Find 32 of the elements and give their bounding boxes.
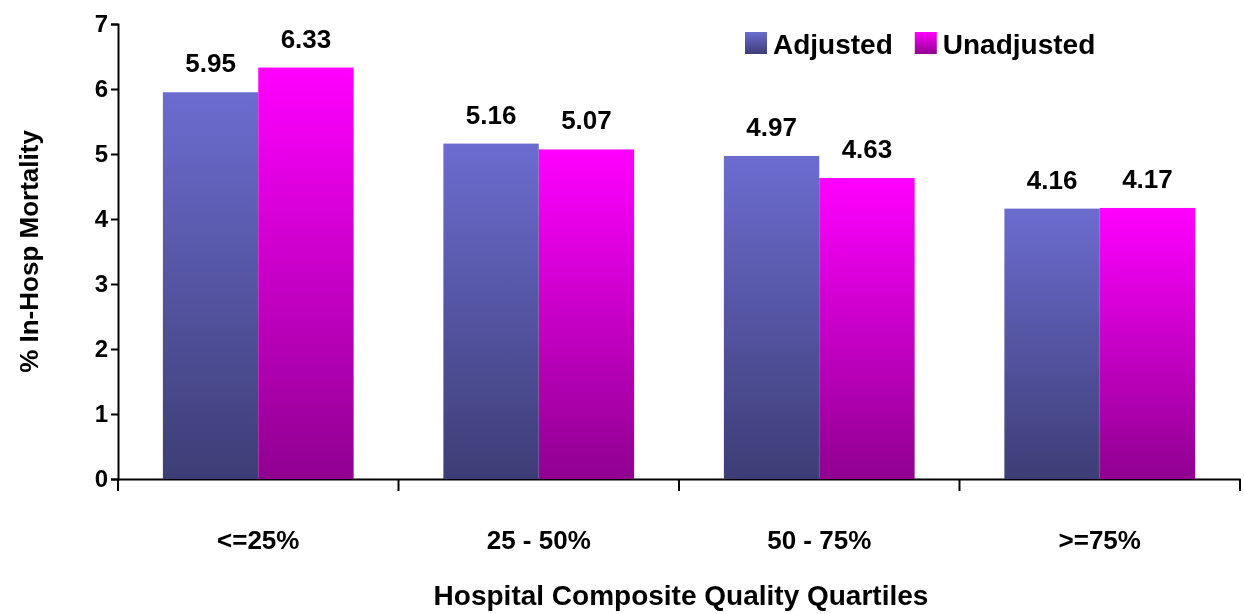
x-tick-label: >=75%: [1058, 525, 1141, 556]
x-tick-label: 25 - 50%: [486, 525, 591, 556]
y-tick-label: 3: [94, 270, 108, 298]
data-label: 5.07: [561, 105, 612, 136]
bar: [162, 92, 259, 479]
data-label: 4.16: [1026, 164, 1078, 195]
data-label: 5.95: [185, 48, 236, 79]
x-tick-label: <=25%: [217, 525, 300, 556]
data-label: 6.33: [280, 23, 332, 54]
bar: [538, 149, 635, 479]
legend-label: Unadjusted: [942, 29, 1096, 60]
bar: [723, 155, 820, 479]
data-label: 4.63: [841, 134, 893, 165]
data-label: 4.97: [746, 111, 797, 142]
bar: [1099, 207, 1196, 479]
x-axis-title: Hospital Composite Quality Quartiles: [433, 580, 929, 611]
bar: [1004, 208, 1100, 479]
y-tick-label: 4: [94, 205, 109, 233]
y-tick-label: 5: [94, 140, 108, 168]
legend-label: Adjusted: [773, 29, 893, 60]
bar: [258, 67, 354, 479]
data-label: 4.17: [1122, 163, 1173, 194]
y-tick-label: 0: [94, 465, 108, 493]
x-tick-label: 50 - 75%: [767, 525, 872, 556]
y-tick-label: 7: [94, 10, 108, 38]
y-tick-label: 2: [94, 335, 108, 363]
data-label: 5.16: [465, 99, 517, 130]
bar: [443, 143, 539, 479]
y-axis-title: % In-Hosp Mortality: [14, 129, 44, 373]
y-tick-label: 6: [94, 75, 108, 103]
y-tick-label: 1: [94, 400, 108, 428]
bar: [819, 178, 915, 479]
